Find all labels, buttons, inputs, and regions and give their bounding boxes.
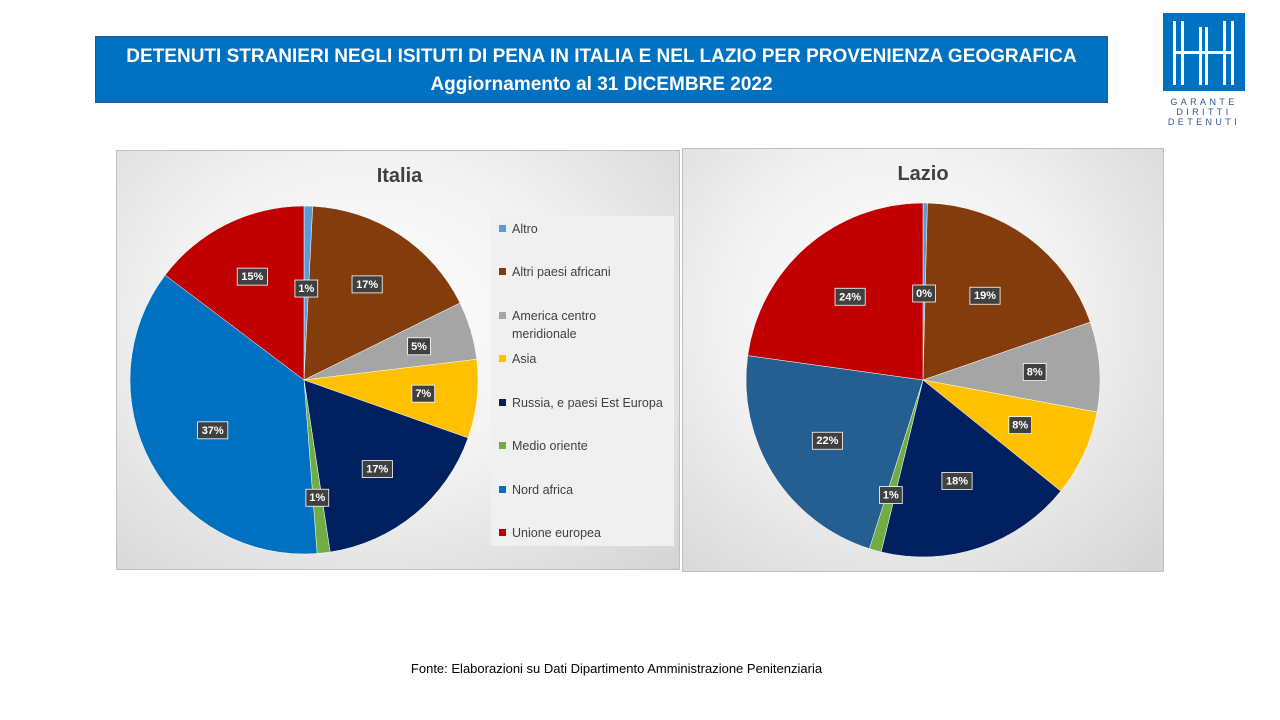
lazio-data-label: 22% [811,431,843,450]
svg-text:1%: 1% [298,283,314,295]
legend-swatch [499,529,506,536]
svg-text:22%: 22% [816,435,838,447]
legend-label: Nord africa [512,483,574,497]
lazio-data-label: 24% [834,287,866,306]
svg-text:1%: 1% [883,490,899,502]
title-line-1: DETENUTI STRANIERI NEGLI ISITUTI DI PENA… [126,46,1077,67]
lazio-data-label: 1% [879,486,903,504]
svg-text:8%: 8% [1027,367,1043,379]
italia-slice-unione-europea [164,205,305,381]
svg-text:5%: 5% [411,341,427,353]
lazio-data-label: 19% [969,286,1001,305]
svg-text:0%: 0% [916,288,932,300]
italia-data-label: 1% [294,279,319,298]
svg-text:8%: 8% [1012,420,1028,432]
svg-text:17%: 17% [356,279,378,291]
legend-swatch [499,442,506,449]
svg-text:15%: 15% [241,271,263,283]
legend-swatch [499,486,506,493]
title-line-2: Aggiornamento al 31 DICEMBRE 2022 [430,74,773,95]
lazio-slice-america-centro-meridionale [922,321,1101,413]
legend-label: America centro meridionale [512,309,597,341]
chart-title-lazio: Lazio [897,163,949,185]
legend-label: Russia, e paesi Est Europa [512,396,663,410]
italia-data-label: 37% [197,421,229,440]
lazio-slice-altri-paesi-africani [922,202,1091,381]
svg-text:7%: 7% [415,388,431,400]
page-title: DETENUTI STRANIERI NEGLI ISITUTI DI PENA… [95,36,1108,103]
legend-swatch [499,355,506,362]
lazio-slice-russia-e-paesi-est-europa [880,379,1062,558]
lazio-slice-nord-africa [745,355,924,549]
lazio-data-label: 18% [941,471,973,490]
svg-text:24%: 24% [839,291,861,303]
svg-text:17%: 17% [366,464,388,476]
italia-data-label: 17% [361,460,393,479]
legend-label: Altro [512,222,538,236]
lazio-data-label: 8% [1008,416,1033,435]
italia-data-label: 17% [351,275,383,294]
italia-data-label: 15% [236,267,268,286]
logo-mark [1163,13,1245,91]
legend-swatch [499,268,506,275]
svg-text:1%: 1% [309,492,325,504]
legend-label: Asia [512,352,537,366]
svg-text:37%: 37% [202,425,224,437]
logo-text-detenuti: DETENUTI [1167,117,1241,127]
source-note: Fonte: Elaborazioni su Dati Dipartimento… [410,661,823,676]
svg-text:19%: 19% [974,290,996,302]
svg-text:18%: 18% [946,475,968,487]
logo-text-diritti: DIRITTI [1176,107,1232,117]
italia-data-label: 5% [407,337,431,356]
lazio-data-label: 8% [1022,363,1047,381]
chart-legend: Altro Altri paesi africani America centr… [491,216,674,546]
garante-logo: GARANTE DIRITTI DETENUTI [1163,13,1245,128]
legend-label: Altri paesi africani [512,265,611,279]
logo-bars-icon [1173,21,1234,85]
legend-swatch [499,225,506,232]
logo-text-garante: GARANTE [1170,97,1238,107]
italia-data-label: 1% [305,488,330,507]
chart-title-italia: Italia [376,165,423,187]
italia-slice-nord-africa [129,274,318,555]
legend-swatch [499,312,506,319]
legend-label: Unione europea [512,526,601,540]
lazio-data-label: 0% [912,284,936,303]
legend-swatch [499,399,506,406]
italia-data-label: 7% [411,384,436,403]
legend-label: Medio oriente [512,439,588,453]
